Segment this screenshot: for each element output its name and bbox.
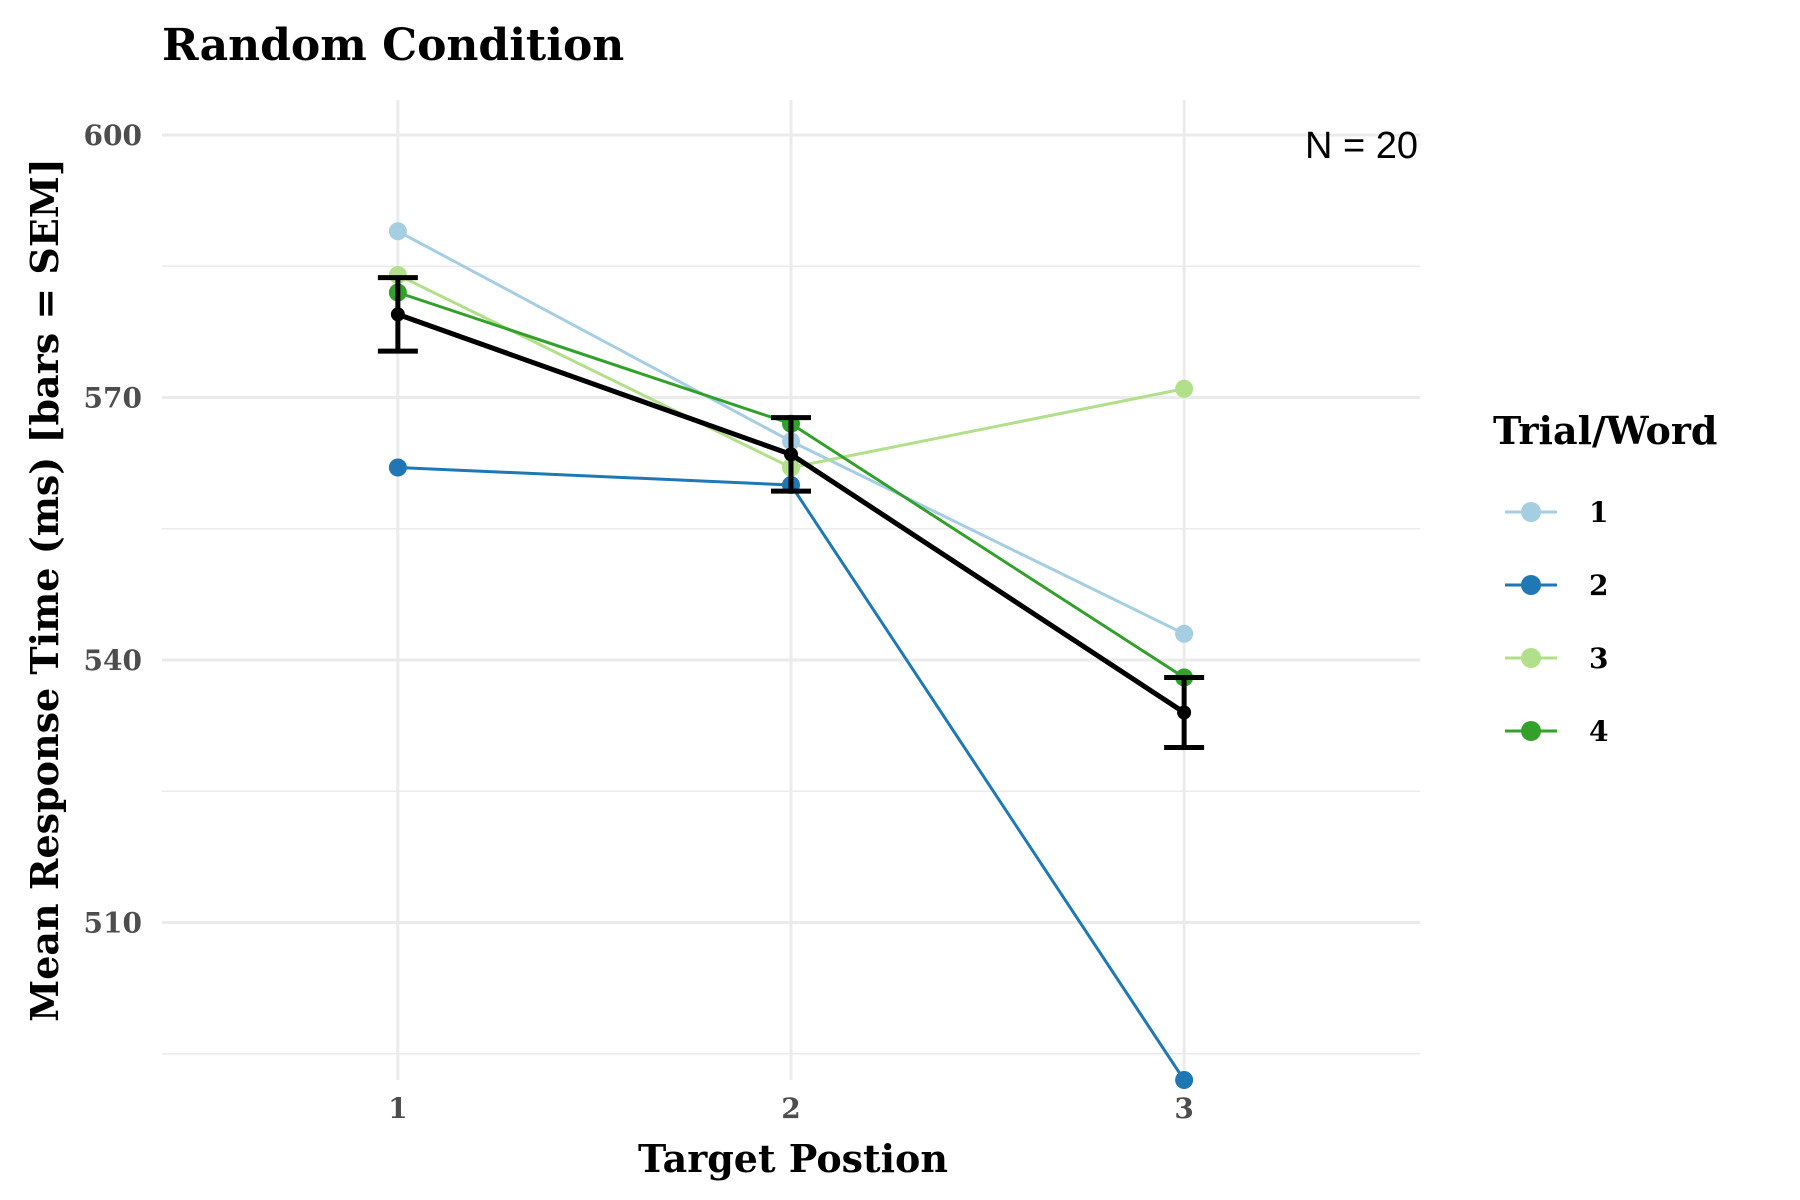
legend: Trial/Word 1 2 3 4 [1493,408,1717,748]
mean-series-layer [377,275,1205,750]
error-bar [771,415,811,494]
x-axis-ticks: 1 2 3 [388,1092,1194,1125]
legend-item-2: 2 [1505,569,1608,602]
mean-point [390,307,405,322]
y-tick-label: 570 [84,382,142,415]
legend-label: 1 [1589,496,1608,529]
legend-title: Trial/Word [1493,408,1717,453]
legend-key-point [1521,648,1541,668]
legend-item-3: 3 [1505,642,1608,675]
legend-key-point [1521,502,1541,522]
mean-point [784,447,798,462]
y-tick-label: 600 [84,119,142,152]
y-tick-label: 510 [84,907,142,940]
series-point [388,222,407,241]
series-point [1175,624,1194,643]
legend-key-point [1521,575,1541,595]
legend-items: 1 2 3 4 [1505,496,1608,748]
x-tick-label: 3 [1174,1092,1193,1125]
legend-key-point [1521,721,1541,741]
legend-label: 4 [1589,715,1608,748]
x-tick-label: 2 [781,1092,800,1125]
error-bar [1164,675,1205,750]
legend-item-4: 4 [1505,715,1608,748]
y-axis-title: Mean Response Time (ms) [bars = SEM] [22,158,67,1022]
chart-title: Random Condition [162,20,624,71]
series-point [388,458,407,477]
legend-label: 2 [1589,569,1608,602]
grid-lines [162,100,1420,1080]
sample-size-annotation: N = 20 [1305,125,1418,167]
x-axis-title: Target Postion [638,1136,948,1181]
y-tick-label: 540 [84,644,142,677]
mean-point [1177,705,1192,720]
series-point [1175,379,1194,398]
legend-item-1: 1 [1505,496,1608,529]
y-axis-ticks: 510 540 570 600 [84,119,142,940]
x-tick-label: 1 [388,1092,407,1125]
legend-label: 3 [1589,642,1608,675]
series-point [1175,1071,1194,1089]
error-bar [377,275,418,354]
